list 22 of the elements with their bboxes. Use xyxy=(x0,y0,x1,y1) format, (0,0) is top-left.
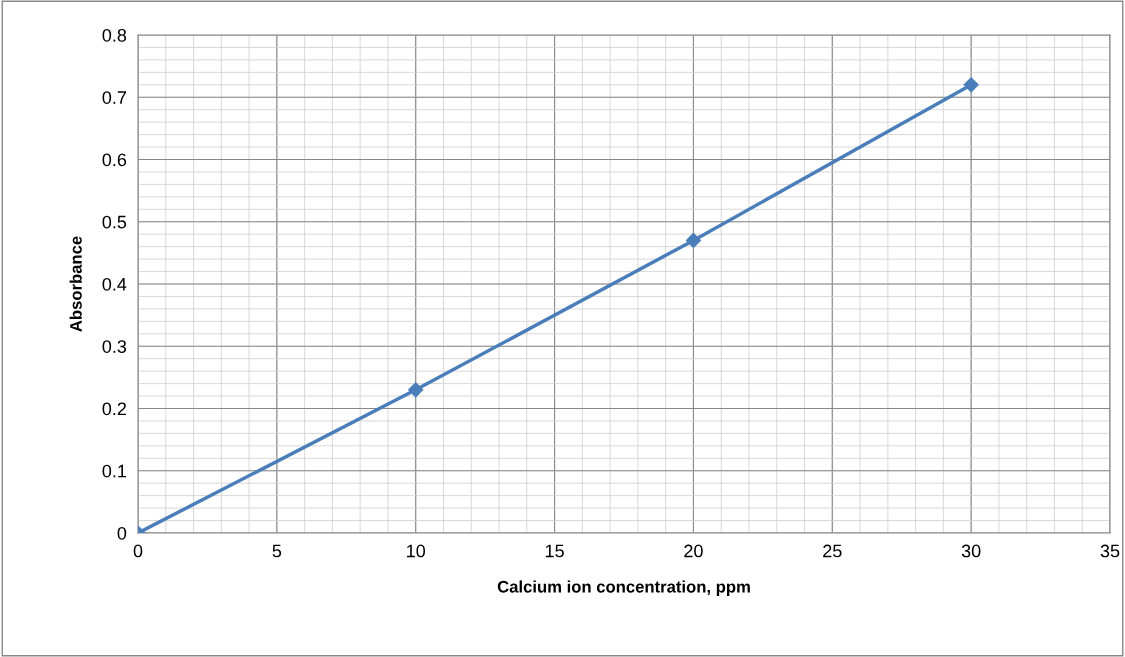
y-tick-label: 0.3 xyxy=(102,340,127,353)
y-tick-label: 0.6 xyxy=(102,153,127,167)
y-tick-label: 0 xyxy=(117,526,127,540)
point xyxy=(963,77,979,93)
x-tick-label: 0 xyxy=(133,544,143,558)
point xyxy=(408,382,424,398)
y-tick-label: 0.2 xyxy=(102,402,126,416)
x-axis-title: Calcium ion concentration, ppm xyxy=(497,580,750,596)
y-tick-label: 0.5 xyxy=(102,215,127,229)
y-tick-label: 0.8 xyxy=(102,28,127,42)
x-tick-label: 30 xyxy=(961,544,981,558)
x-tick-label: 20 xyxy=(684,544,703,558)
x-tick-label: 25 xyxy=(823,544,842,558)
y-tick-label: 0.1 xyxy=(102,464,127,478)
y-tick-label: 0.7 xyxy=(102,91,126,104)
y-axis-title: Absorbance xyxy=(69,236,82,332)
x-tick-label: 35 xyxy=(1100,544,1120,558)
x-tick-label: 10 xyxy=(407,544,426,558)
x-tick-label: 5 xyxy=(272,544,282,558)
point xyxy=(685,232,701,248)
y-tick-label: 0.4 xyxy=(102,277,127,291)
x-tick-label: 15 xyxy=(545,544,564,558)
